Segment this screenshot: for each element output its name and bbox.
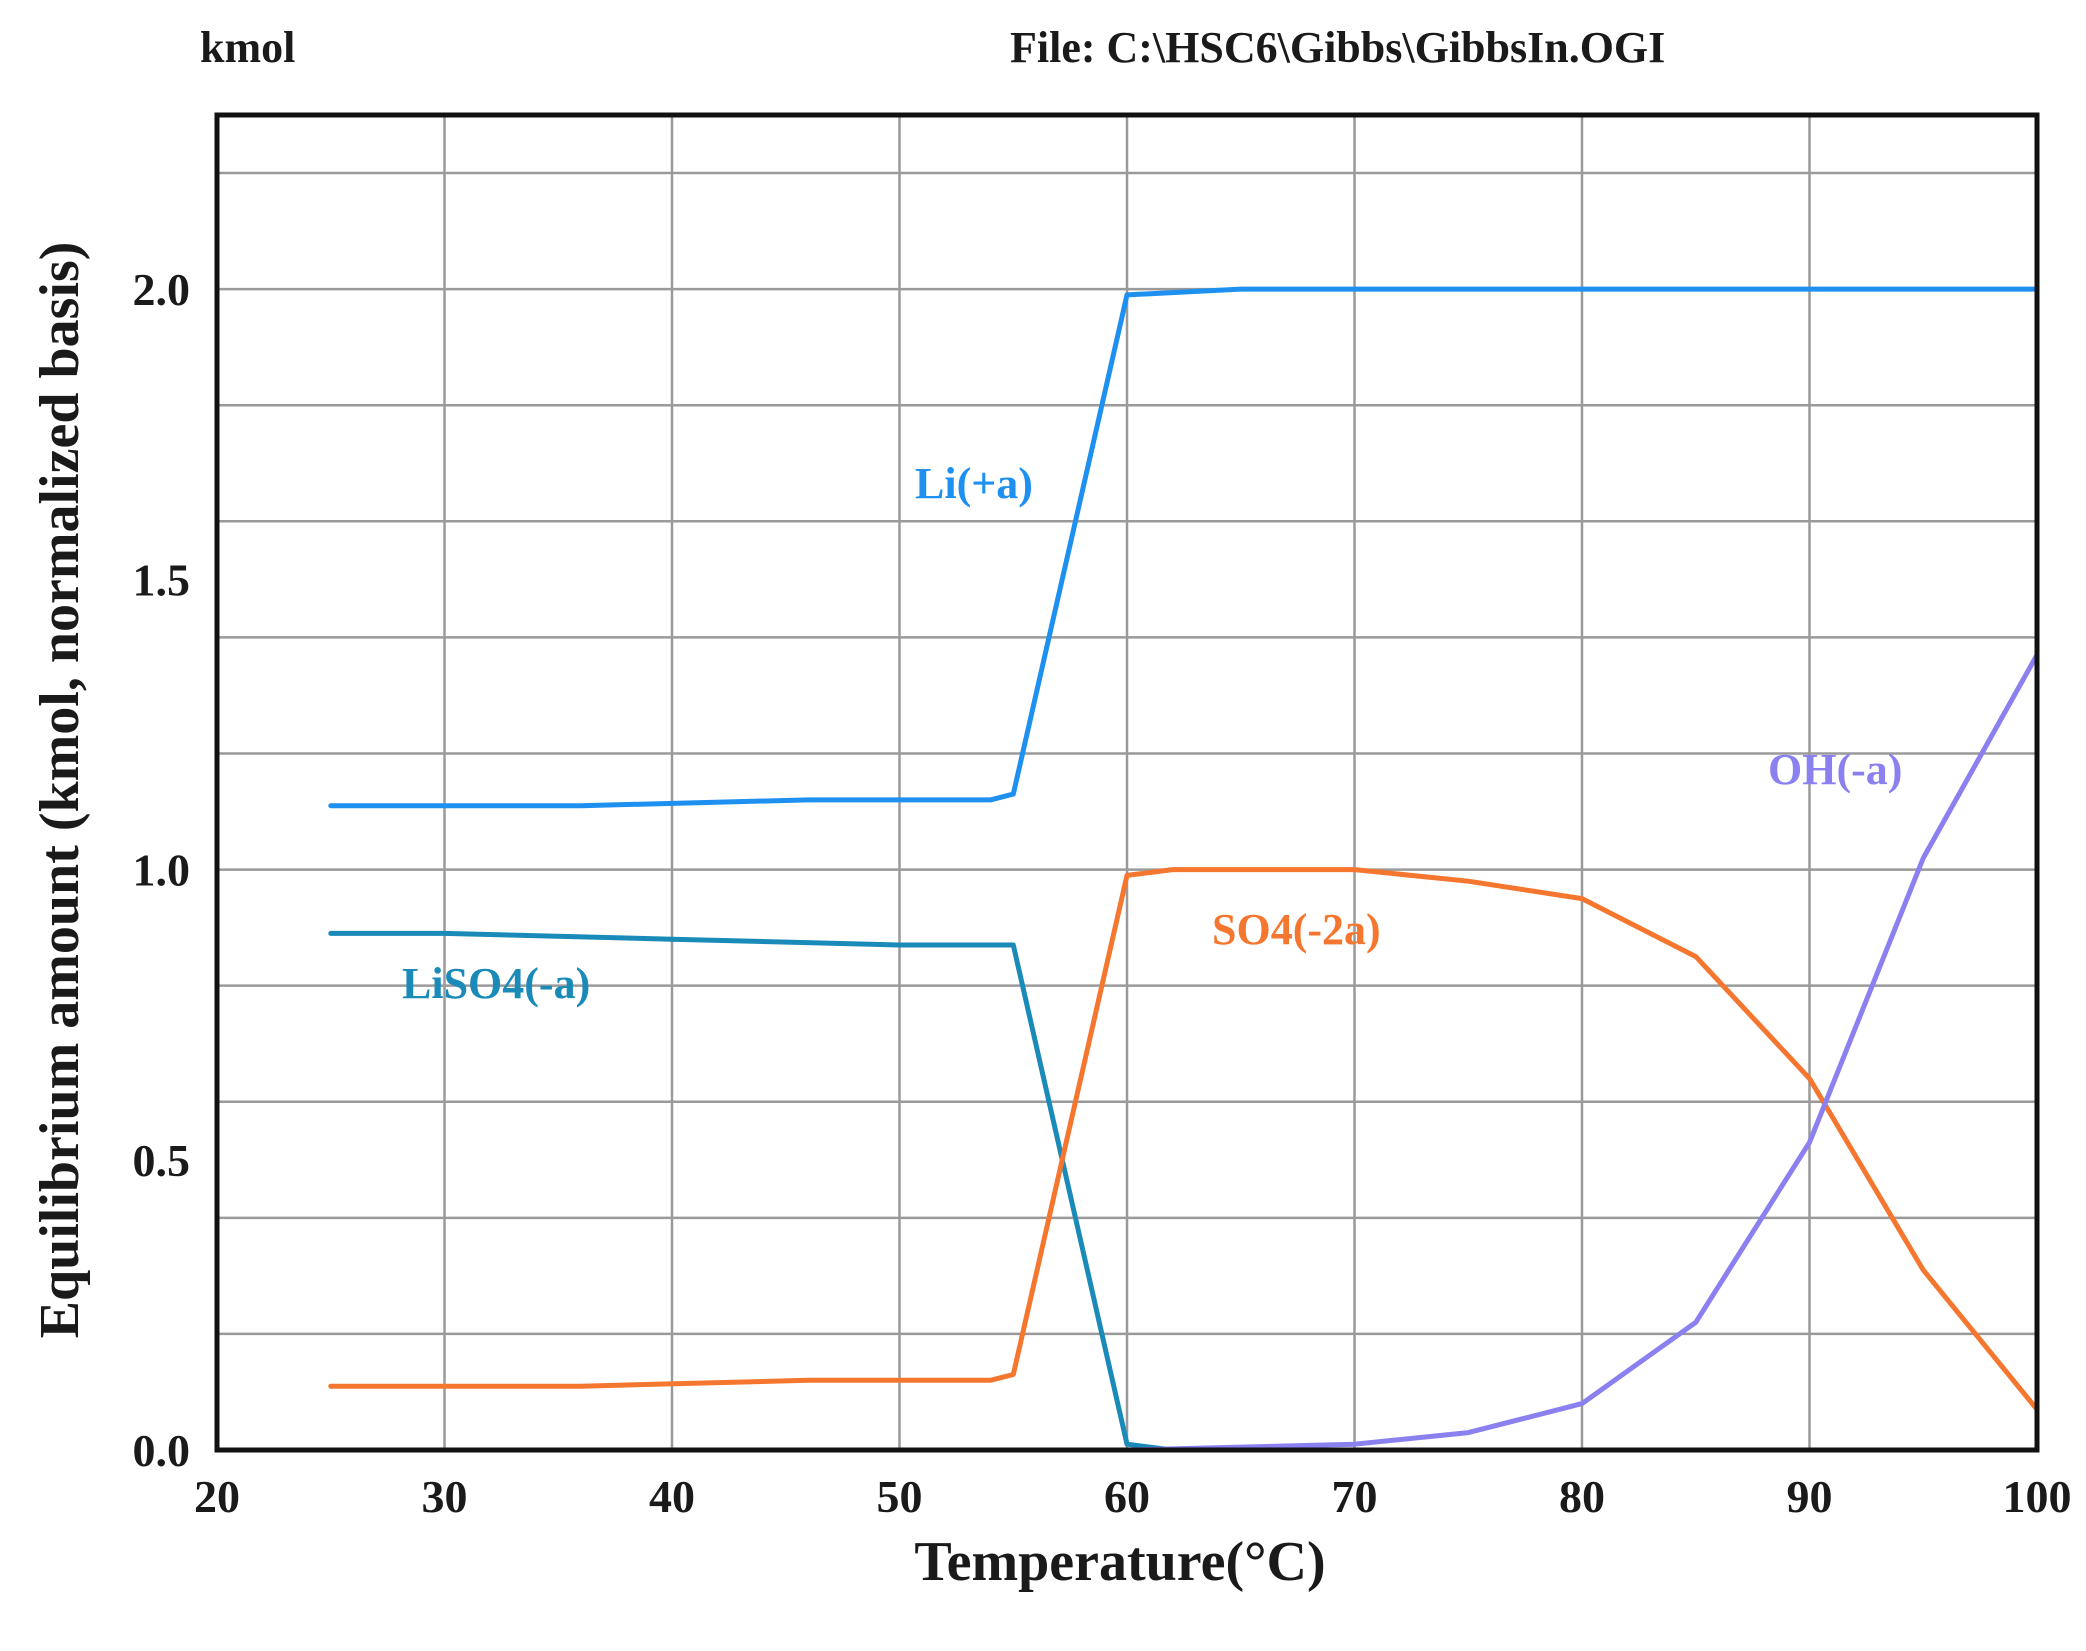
y-tick-label: 0.0 [133, 1425, 191, 1476]
x-axis-title: Temperature(°C) [914, 1531, 1325, 1593]
y-tick-labels: 0.0 0.5 1.0 1.5 2.0 [133, 264, 191, 1476]
x-tick-label: 60 [1104, 1471, 1150, 1522]
x-tick-label: 100 [2003, 1471, 2072, 1522]
x-tick-labels: 20 30 40 50 60 70 80 90 100 [194, 1471, 2072, 1522]
y-axis-title: Equilibrium amount (kmol, normalized bas… [29, 242, 91, 1339]
x-tick-label: 20 [194, 1471, 240, 1522]
file-label: File: C:\HSC6\Gibbs\GibbsIn.OGI [1010, 23, 1665, 72]
x-tick-label: 80 [1559, 1471, 1605, 1522]
unit-label: kmol [200, 23, 295, 72]
series-line-2 [328, 867, 2040, 1412]
y-tick-label: 0.5 [133, 1135, 191, 1186]
series-line-0 [328, 286, 2040, 809]
series-label-oh: OH(-a) [1768, 745, 1902, 794]
x-tick-label: 90 [1787, 1471, 1833, 1522]
x-tick-label: 50 [877, 1471, 923, 1522]
y-tick-label: 1.5 [133, 554, 191, 605]
x-tick-label: 40 [649, 1471, 695, 1522]
series-label-li: Li(+a) [915, 459, 1033, 508]
y-tick-label: 2.0 [133, 264, 191, 315]
series-label-so4: SO4(-2a) [1212, 905, 1381, 954]
y-tick-label: 1.0 [133, 845, 191, 896]
x-tick-label: 30 [422, 1471, 468, 1522]
series-label-liso4: LiSO4(-a) [402, 959, 590, 1008]
x-tick-label: 70 [1332, 1471, 1378, 1522]
grid [217, 115, 2037, 1450]
plot-frame [214, 112, 2040, 1453]
